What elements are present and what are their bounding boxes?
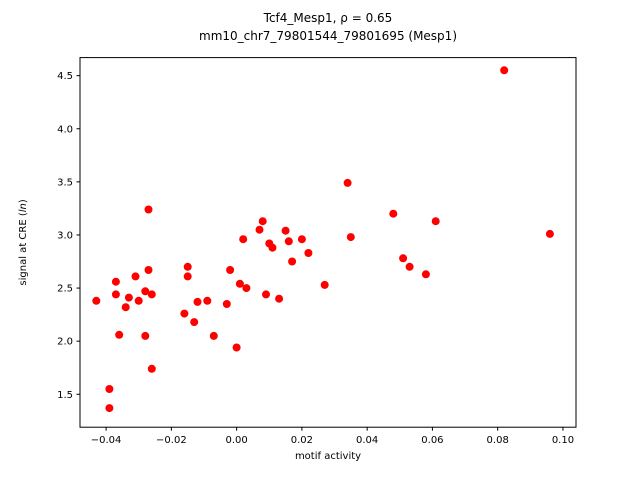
- data-point: [275, 294, 284, 303]
- chart-title-line1: Tcf4_Mesp1, ρ = 0.65: [263, 11, 393, 25]
- data-point: [226, 266, 235, 274]
- y-axis-tick-label: 4.5: [57, 71, 73, 82]
- data-point: [141, 287, 150, 296]
- x-axis-tick-label: −0.04: [91, 435, 122, 446]
- plot-border: [79, 57, 577, 428]
- data-point: [421, 270, 430, 279]
- data-point: [222, 300, 231, 308]
- data-point: [115, 330, 124, 339]
- data-point: [134, 296, 143, 305]
- data-point: [232, 343, 241, 352]
- data-point: [262, 290, 270, 299]
- data-point: [399, 254, 408, 263]
- y-axis-tick-label: 2.5: [57, 284, 73, 295]
- y-axis-tick-label: 4.0: [57, 124, 73, 135]
- data-point: [190, 318, 199, 327]
- data-point: [144, 205, 153, 214]
- data-point: [111, 290, 120, 299]
- data-point: [121, 303, 130, 312]
- data-point: [431, 217, 440, 226]
- data-point: [500, 66, 509, 75]
- data-point: [346, 233, 355, 242]
- data-point: [288, 257, 297, 266]
- data-point: [258, 217, 267, 226]
- data-point: [268, 243, 277, 252]
- data-point: [389, 209, 398, 218]
- y-axis-tick-label: 2.0: [57, 337, 73, 348]
- data-point: [105, 404, 114, 413]
- data-point: [297, 235, 306, 244]
- data-point: [242, 284, 251, 293]
- x-axis-tick-label: 0.10: [552, 435, 574, 446]
- data-point: [183, 272, 192, 281]
- data-point: [239, 235, 248, 244]
- x-axis-label: motif activity: [295, 451, 361, 462]
- data-point: [304, 249, 313, 257]
- data-point: [147, 290, 156, 299]
- y-axis-tick-label: 1.5: [57, 390, 73, 401]
- y-axis-tick-label: 3.5: [57, 177, 73, 188]
- x-axis-tick-label: 0.06: [421, 435, 443, 446]
- data-point: [105, 385, 114, 393]
- x-axis-tick-label: 0.08: [487, 435, 509, 446]
- x-axis-tick-label: 0.04: [356, 435, 378, 446]
- data-point: [183, 262, 192, 271]
- x-axis-tick-label: −0.02: [156, 435, 187, 446]
- data-point: [131, 272, 140, 281]
- y-axis-label: signal at CRE (ln): [18, 199, 29, 285]
- data-point: [281, 226, 290, 235]
- x-axis-tick-label: 0.00: [225, 435, 247, 446]
- data-point: [209, 331, 218, 340]
- data-point: [124, 293, 133, 302]
- data-point: [111, 277, 120, 286]
- data-point: [255, 225, 264, 234]
- data-point: [147, 364, 156, 373]
- y-axis-tick-label: 3.0: [57, 230, 73, 241]
- data-point: [235, 279, 244, 288]
- data-point: [92, 296, 101, 305]
- data-point: [141, 331, 150, 340]
- data-point: [203, 296, 212, 305]
- x-axis-tick-label: 0.02: [291, 435, 313, 446]
- data-point: [545, 229, 554, 238]
- data-point: [180, 309, 189, 318]
- data-point: [284, 237, 293, 246]
- data-point: [193, 297, 202, 306]
- data-point: [405, 262, 414, 271]
- data-point: [144, 266, 153, 274]
- data-point: [343, 178, 352, 187]
- chart-title-line2: mm10_chr7_79801544_79801695 (Mesp1): [199, 29, 457, 43]
- data-point: [320, 280, 329, 289]
